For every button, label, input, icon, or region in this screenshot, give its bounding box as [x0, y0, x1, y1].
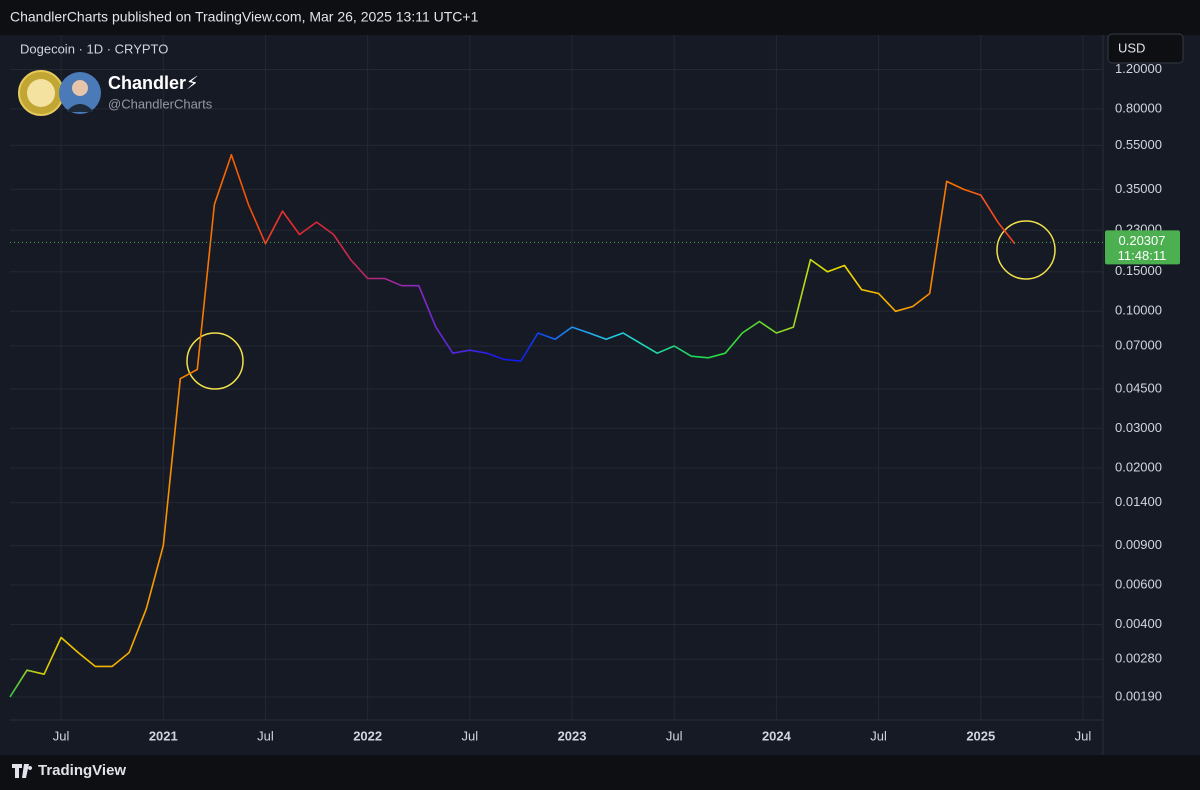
- top-bar: [0, 0, 1200, 35]
- highlight-circle: [186, 332, 244, 390]
- y-tick-label: 0.80000: [1115, 100, 1162, 115]
- y-tick-label: 0.07000: [1115, 337, 1162, 352]
- countdown-label: 11:48:11: [1118, 248, 1167, 263]
- doge-logo-inner: [27, 79, 55, 107]
- x-tick-label: 2024: [762, 728, 792, 743]
- currency-button[interactable]: [1107, 33, 1184, 64]
- last-price-box: [1105, 230, 1180, 265]
- symbol-text: Dogecoin · 1D · CRYPTO: [20, 41, 168, 56]
- published-text: ChandlerCharts published on TradingView.…: [10, 9, 479, 25]
- currency-label[interactable]: USD: [1118, 40, 1145, 55]
- avatar-face: [72, 80, 88, 96]
- y-tick-label: 0.01400: [1115, 494, 1162, 509]
- y-tick-label: 1.20000: [1115, 61, 1162, 76]
- y-tick-label: 0.35000: [1115, 181, 1162, 196]
- x-tick-label: 2021: [149, 728, 178, 743]
- author-name: Chandler⚡: [108, 73, 199, 93]
- x-tick-label: 2022: [353, 728, 382, 743]
- y-tick-label: 0.03000: [1115, 420, 1162, 435]
- y-tick-label: 0.10000: [1115, 303, 1162, 318]
- x-tick-label: Jul: [462, 728, 479, 743]
- author-handle: @ChandlerCharts: [108, 96, 213, 111]
- y-tick-label: 0.02000: [1115, 459, 1162, 474]
- y-tick-label: 0.00280: [1115, 651, 1162, 666]
- highlight-circle: [996, 220, 1056, 280]
- last-price-label: 0.20307: [1119, 233, 1166, 248]
- x-tick-label: Jul: [870, 728, 887, 743]
- y-tick-label: 0.00400: [1115, 616, 1162, 631]
- y-tick-label: 0.00600: [1115, 576, 1162, 591]
- avatar-suit: [66, 104, 94, 112]
- x-tick-label: Jul: [1075, 728, 1092, 743]
- price-line: [9, 153, 1016, 698]
- x-tick-label: Jul: [666, 728, 683, 743]
- x-tick-label: 2025: [966, 728, 995, 743]
- y-tick-label: 0.04500: [1115, 380, 1162, 395]
- y-tick-label: 0.15000: [1115, 263, 1162, 278]
- x-tick-label: Jul: [257, 728, 274, 743]
- y-tick-label: 0.55000: [1115, 137, 1162, 152]
- x-tick-label: 2023: [558, 728, 587, 743]
- y-tick-label: 0.00190: [1115, 688, 1162, 703]
- bottom-bar: [0, 755, 1200, 790]
- chart-area: [0, 35, 1200, 755]
- brand-logo: [12, 764, 33, 778]
- x-tick-label: Jul: [53, 728, 70, 743]
- y-tick-label: 0.00900: [1115, 537, 1162, 552]
- brand-name: TradingView: [38, 762, 126, 779]
